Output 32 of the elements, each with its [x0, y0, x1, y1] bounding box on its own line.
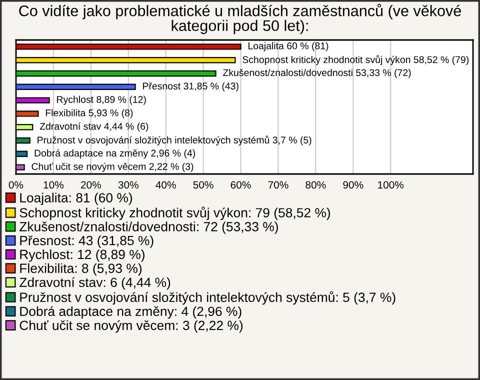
data-label: Flexibilita 5,93 % (8): [46, 109, 133, 118]
data-label: Chuť učit se novým věcem 2,22 % (3): [32, 162, 194, 172]
x-tick-label: 20%: [81, 181, 101, 189]
data-label: Zdravotní stav 4,44 % (6): [40, 122, 148, 132]
data-label: Schopnost kriticky zhodnotit svůj výkon 58,52 % (79): [242, 55, 469, 66]
data-label: Zkušenost/znalosti/dovednosti 53,33 % (72): [223, 68, 411, 78]
legend-label: Dobrá adaptace na změny: 4 (2,96 %): [20, 306, 242, 319]
data-label: Přesnost 31,85 % (43): [143, 82, 238, 92]
x-tick-label: 100%: [378, 181, 404, 189]
data-label: Dobrá adaptace na změny 2,96 % (4): [34, 149, 196, 158]
legend-label: Chuť učit se novým věcem: 3 (2,22 %): [20, 320, 243, 333]
legend-label: Schopnost kriticky zhodnotit svůj výkon: 79 (58,52 %): [20, 206, 330, 220]
data-label: Pružnost v osvojování složitých intelektových systémů 3,7 % (5): [38, 136, 312, 146]
x-tick-label: 10%: [44, 181, 64, 189]
data-label: Loajalita 60 % (81): [248, 42, 328, 52]
x-tick-label: 40%: [156, 181, 176, 189]
legend-label: Pružnost v osvojování složitých intelektových systémů: 5 (3,7 %): [20, 291, 396, 305]
data-label: Rychlost 8,89 % (12): [57, 96, 146, 105]
legend-label: Zkušenost/znalosti/dovednosti: 72 (53,33 %): [20, 222, 278, 234]
x-tick-label: 0%: [8, 181, 24, 189]
x-tick-label: 70%: [268, 181, 288, 189]
legend-label: Loajalita: 81 (60 %): [20, 192, 132, 206]
chart-title: Co vidíte jako problematické u mladších zaměstnanců (ve věkové kategorii pod 50 let):: [19, 4, 461, 34]
x-tick-label: 80%: [306, 181, 326, 189]
x-tick-label: 60%: [230, 181, 251, 189]
legend-label: Flexibilita: 8 (5,93 %): [20, 263, 142, 276]
legend-label: Rychlost: 12 (8,89 %): [20, 249, 144, 262]
x-tick-label: 90%: [343, 181, 364, 189]
legend-label: Přesnost: 43 (31,85 %): [20, 236, 154, 248]
x-tick-label: 30%: [118, 181, 138, 189]
x-tick-label: 50%: [193, 181, 214, 189]
legend-label: Zdravotní stav: 6 (4,44 %): [20, 277, 170, 290]
